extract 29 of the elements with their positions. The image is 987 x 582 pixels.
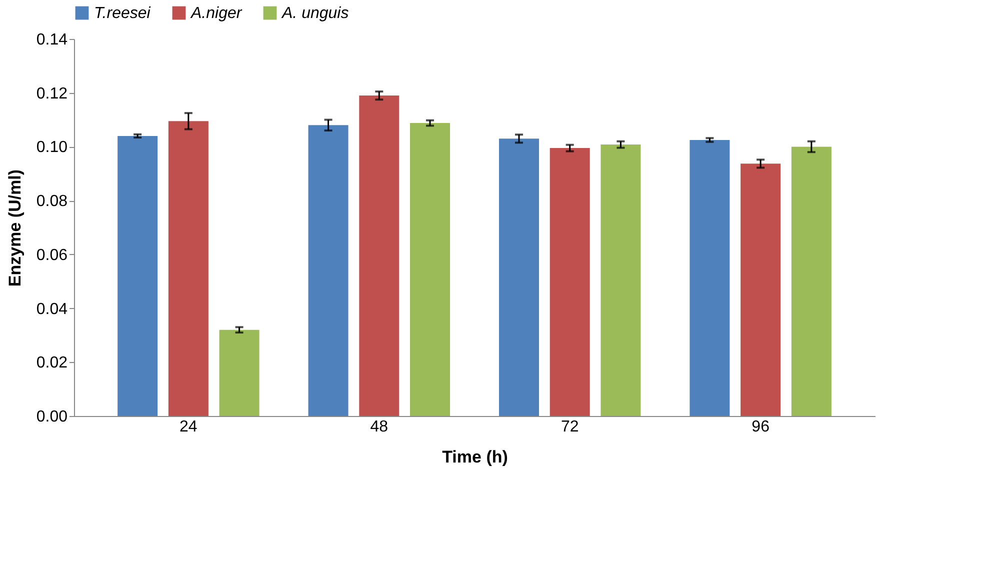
- y-tick-label: 0.10: [36, 139, 68, 156]
- legend-label: A. unguis: [281, 5, 349, 22]
- y-tick-label: 0.00: [36, 408, 68, 426]
- bar: [600, 144, 641, 416]
- bar: [410, 123, 450, 416]
- x-axis-title: Time (h): [442, 448, 508, 466]
- bar: [690, 140, 730, 416]
- legend-label: T.reesei: [94, 5, 151, 22]
- bar: [219, 330, 260, 416]
- y-tick-label: 0.02: [36, 354, 68, 372]
- x-tick-label: 24: [180, 418, 198, 436]
- bar: [308, 125, 348, 416]
- bar: [791, 146, 832, 416]
- x-tick-label: 96: [752, 418, 770, 436]
- bar: [499, 138, 539, 416]
- y-tick-label: 0.12: [36, 85, 68, 102]
- x-tick-label: 72: [560, 418, 579, 436]
- legend-label: A.niger: [190, 5, 242, 22]
- x-tick-label: 48: [370, 418, 388, 436]
- y-tick-label: 0.14: [36, 32, 68, 48]
- bar: [118, 136, 158, 416]
- y-axis-title: Enzyme (U/ml): [5, 169, 24, 287]
- bar: [359, 96, 400, 416]
- y-tick-label: 0.04: [36, 300, 68, 318]
- y-tick-label: 0.06: [36, 246, 68, 264]
- bar: [740, 164, 781, 416]
- bar: [550, 148, 590, 416]
- bar: [168, 121, 208, 416]
- y-tick-label: 0.08: [36, 193, 68, 210]
